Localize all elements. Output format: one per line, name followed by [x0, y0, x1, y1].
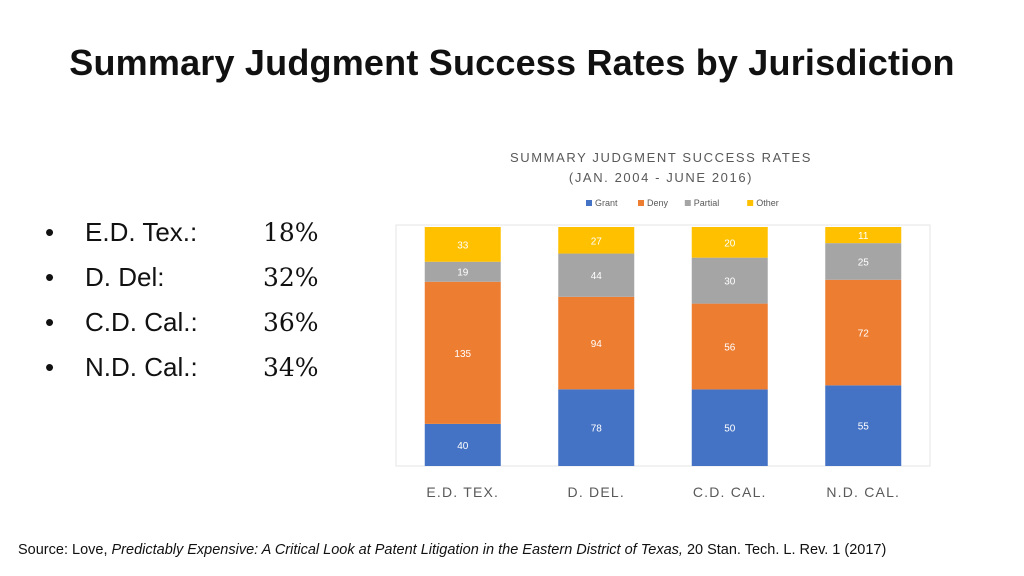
bar-segment-grant: [424, 423, 501, 466]
data-label: 135: [454, 349, 471, 360]
data-label: 27: [591, 236, 603, 247]
x-tick-label: D. DEL.: [568, 484, 625, 500]
data-label: 50: [724, 424, 736, 435]
data-label: 55: [858, 422, 870, 433]
jurisdiction-label: C.D. Cal.:: [85, 307, 198, 337]
bar-segment-other: [424, 227, 501, 262]
bar-segment-other: [691, 227, 768, 258]
data-label: 25: [858, 257, 870, 268]
jurisdiction-label: N.D. Cal.:: [85, 352, 198, 382]
bar-segment-partial: [424, 261, 501, 282]
chart-legend: Grant Deny Partial Other: [586, 198, 779, 208]
data-label: 72: [858, 329, 870, 340]
data-label: 33: [457, 240, 469, 251]
x-tick-label: N.D. CAL.: [826, 484, 900, 500]
jurisdiction-label: E.D. Tex.:: [85, 217, 198, 247]
bar-segment-deny: [691, 303, 768, 390]
source-citation: Source: Love, Predictably Expensive: A C…: [18, 542, 1018, 558]
data-label: 44: [591, 271, 603, 282]
jurisdiction-rate-list: • E.D. Tex.: 18% • D. Del: 32% • C.D. Ca…: [45, 210, 345, 390]
list-item: • D. Del: 32%: [45, 255, 345, 300]
legend-entry: Partial: [694, 198, 720, 208]
x-tick-label: E.D. TEX.: [426, 484, 499, 500]
success-rate-value: 34%: [263, 353, 319, 382]
bullet-icon: •: [45, 262, 55, 292]
legend-entry: Other: [756, 198, 779, 208]
bullet-icon: •: [45, 307, 55, 337]
chart-subtitle: (JAN. 2004 - JUNE 2016): [569, 170, 753, 185]
bar-segment-partial: [558, 253, 635, 297]
chart-bars: 40 135 19 33 78 94 44 27 50 56 30 20 55 72 25 11: [395, 224, 931, 467]
legend-swatch: [638, 200, 644, 206]
bar-segment-deny: [558, 296, 635, 390]
jurisdiction-label: D. Del:: [85, 262, 165, 292]
bar-segment-grant: [825, 385, 902, 466]
data-label: 56: [724, 343, 736, 354]
bar-segment-partial: [691, 257, 768, 304]
x-axis: E.D. TEX. D. DEL. C.D. CAL. N.D. CAL.: [426, 484, 900, 500]
list-item: • E.D. Tex.: 18%: [45, 210, 345, 255]
bullet-icon: •: [45, 217, 55, 247]
data-label: 11: [858, 231, 869, 242]
data-label: 78: [591, 424, 603, 435]
list-item: • C.D. Cal.: 36%: [45, 300, 345, 345]
legend-swatch: [586, 200, 592, 206]
legend-swatch: [747, 200, 754, 206]
bar-segment-deny: [424, 281, 501, 424]
source-suffix: 20 Stan. Tech. L. Rev. 1 (2017): [682, 542, 887, 558]
bar-segment-grant: [558, 389, 635, 466]
success-rate-value: 32%: [263, 263, 319, 292]
data-label: 19: [457, 268, 469, 279]
success-rate-value: 36%: [263, 308, 319, 337]
bar-segment-grant: [691, 389, 768, 466]
source-title: Predictably Expensive: A Critical Look a…: [111, 542, 683, 558]
list-item: • N.D. Cal.: 34%: [45, 345, 345, 390]
data-label: 40: [457, 441, 469, 452]
data-label: 20: [724, 238, 736, 249]
bar-segment-other: [558, 227, 635, 254]
legend-entry: Deny: [647, 198, 669, 208]
legend-entry: Grant: [595, 198, 618, 208]
bar-segment-partial: [825, 243, 902, 280]
plot-area: [395, 224, 931, 467]
source-prefix: Source: Love,: [18, 542, 112, 558]
chart-title: SUMMARY JUDGMENT SUCCESS RATES: [510, 150, 812, 165]
bar-segment-other: [825, 227, 902, 244]
slide-title: Summary Judgment Success Rates by Jurisd…: [69, 42, 955, 83]
stacked-bar-chart: SUMMARY JUDGMENT SUCCESS RATES (JAN. 200…: [395, 150, 931, 500]
x-tick-label: C.D. CAL.: [693, 484, 767, 500]
legend-swatch: [684, 200, 691, 206]
data-label: 94: [591, 339, 603, 350]
success-rate-value: 18%: [263, 218, 319, 247]
bullet-icon: •: [45, 352, 55, 382]
bar-segment-deny: [825, 279, 902, 386]
data-label: 30: [724, 277, 736, 288]
